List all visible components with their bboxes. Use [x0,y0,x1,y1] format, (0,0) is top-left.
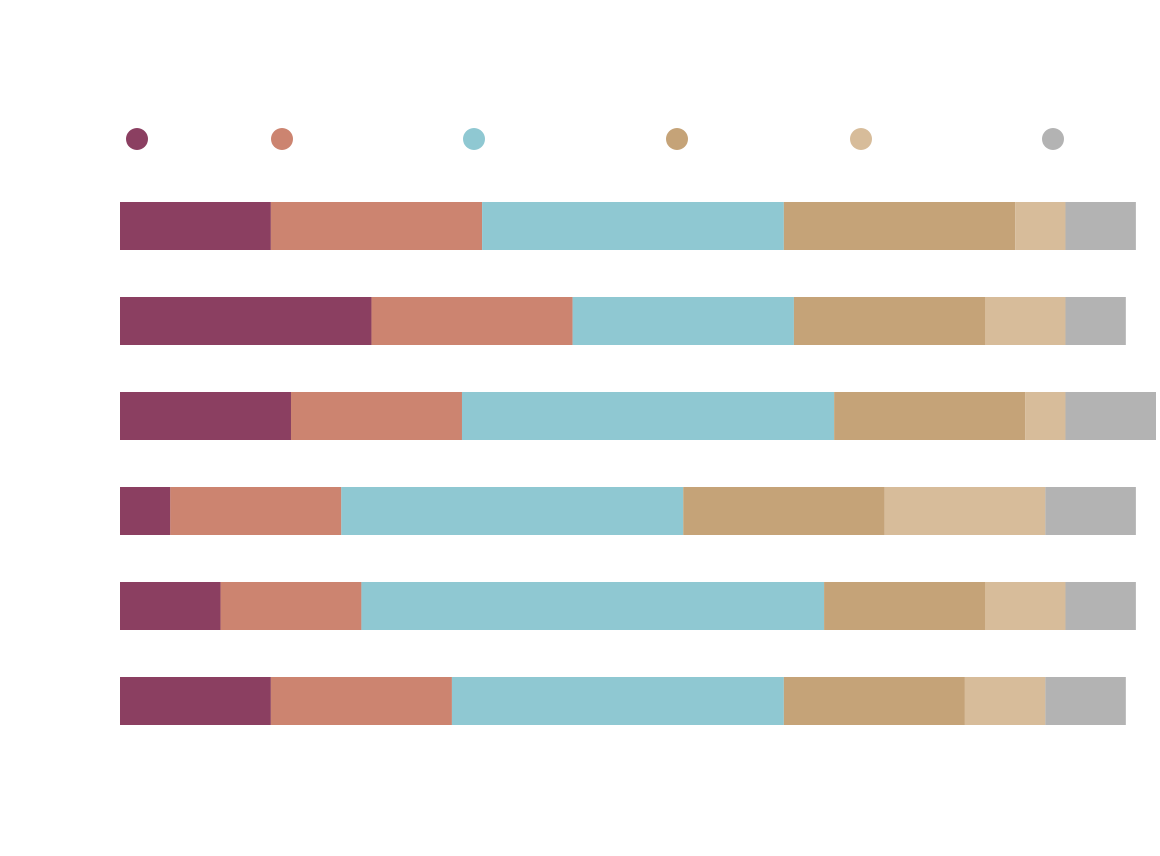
bar-segment [1045,487,1136,535]
bar-segment [572,297,794,345]
bar-segment [683,487,885,535]
legend-marker [271,128,293,150]
bar-segment [1065,297,1126,345]
bar-segment [834,392,1026,440]
bar-segment [1065,582,1136,630]
bar-segment [120,202,271,250]
bar-segment [985,582,1066,630]
bar-segment [482,202,784,250]
legend-marker [1042,128,1064,150]
bar-segment [985,297,1066,345]
bar-segment [824,582,986,630]
bar-segment [1045,677,1126,725]
bar-segment [1025,392,1066,440]
bar-segment [120,392,291,440]
legend-marker [850,128,872,150]
bar-segment [120,487,171,535]
bar-segment [783,202,1016,250]
legend-marker [666,128,688,150]
bar-segment [461,392,835,440]
bar-segment [793,297,986,345]
bar-segment [120,677,271,725]
bar-segment [1065,202,1136,250]
bar-segment [120,582,221,630]
legend-marker [126,128,148,150]
bar-segment [964,677,1046,725]
bar-segment [290,392,462,440]
bar-segment [451,677,784,725]
bar-segment [1065,392,1156,440]
legend-marker [463,128,485,150]
bar-segment [783,677,965,725]
bar-segment [270,202,483,250]
bar-segment [1015,202,1066,250]
bar-segment [371,297,573,345]
bar-segment [170,487,342,535]
bar-segment [270,677,452,725]
bar-segment [361,582,825,630]
bar-segment [220,582,362,630]
bar-segment [120,297,372,345]
bar-segment [341,487,684,535]
bar-segment [884,487,1046,535]
